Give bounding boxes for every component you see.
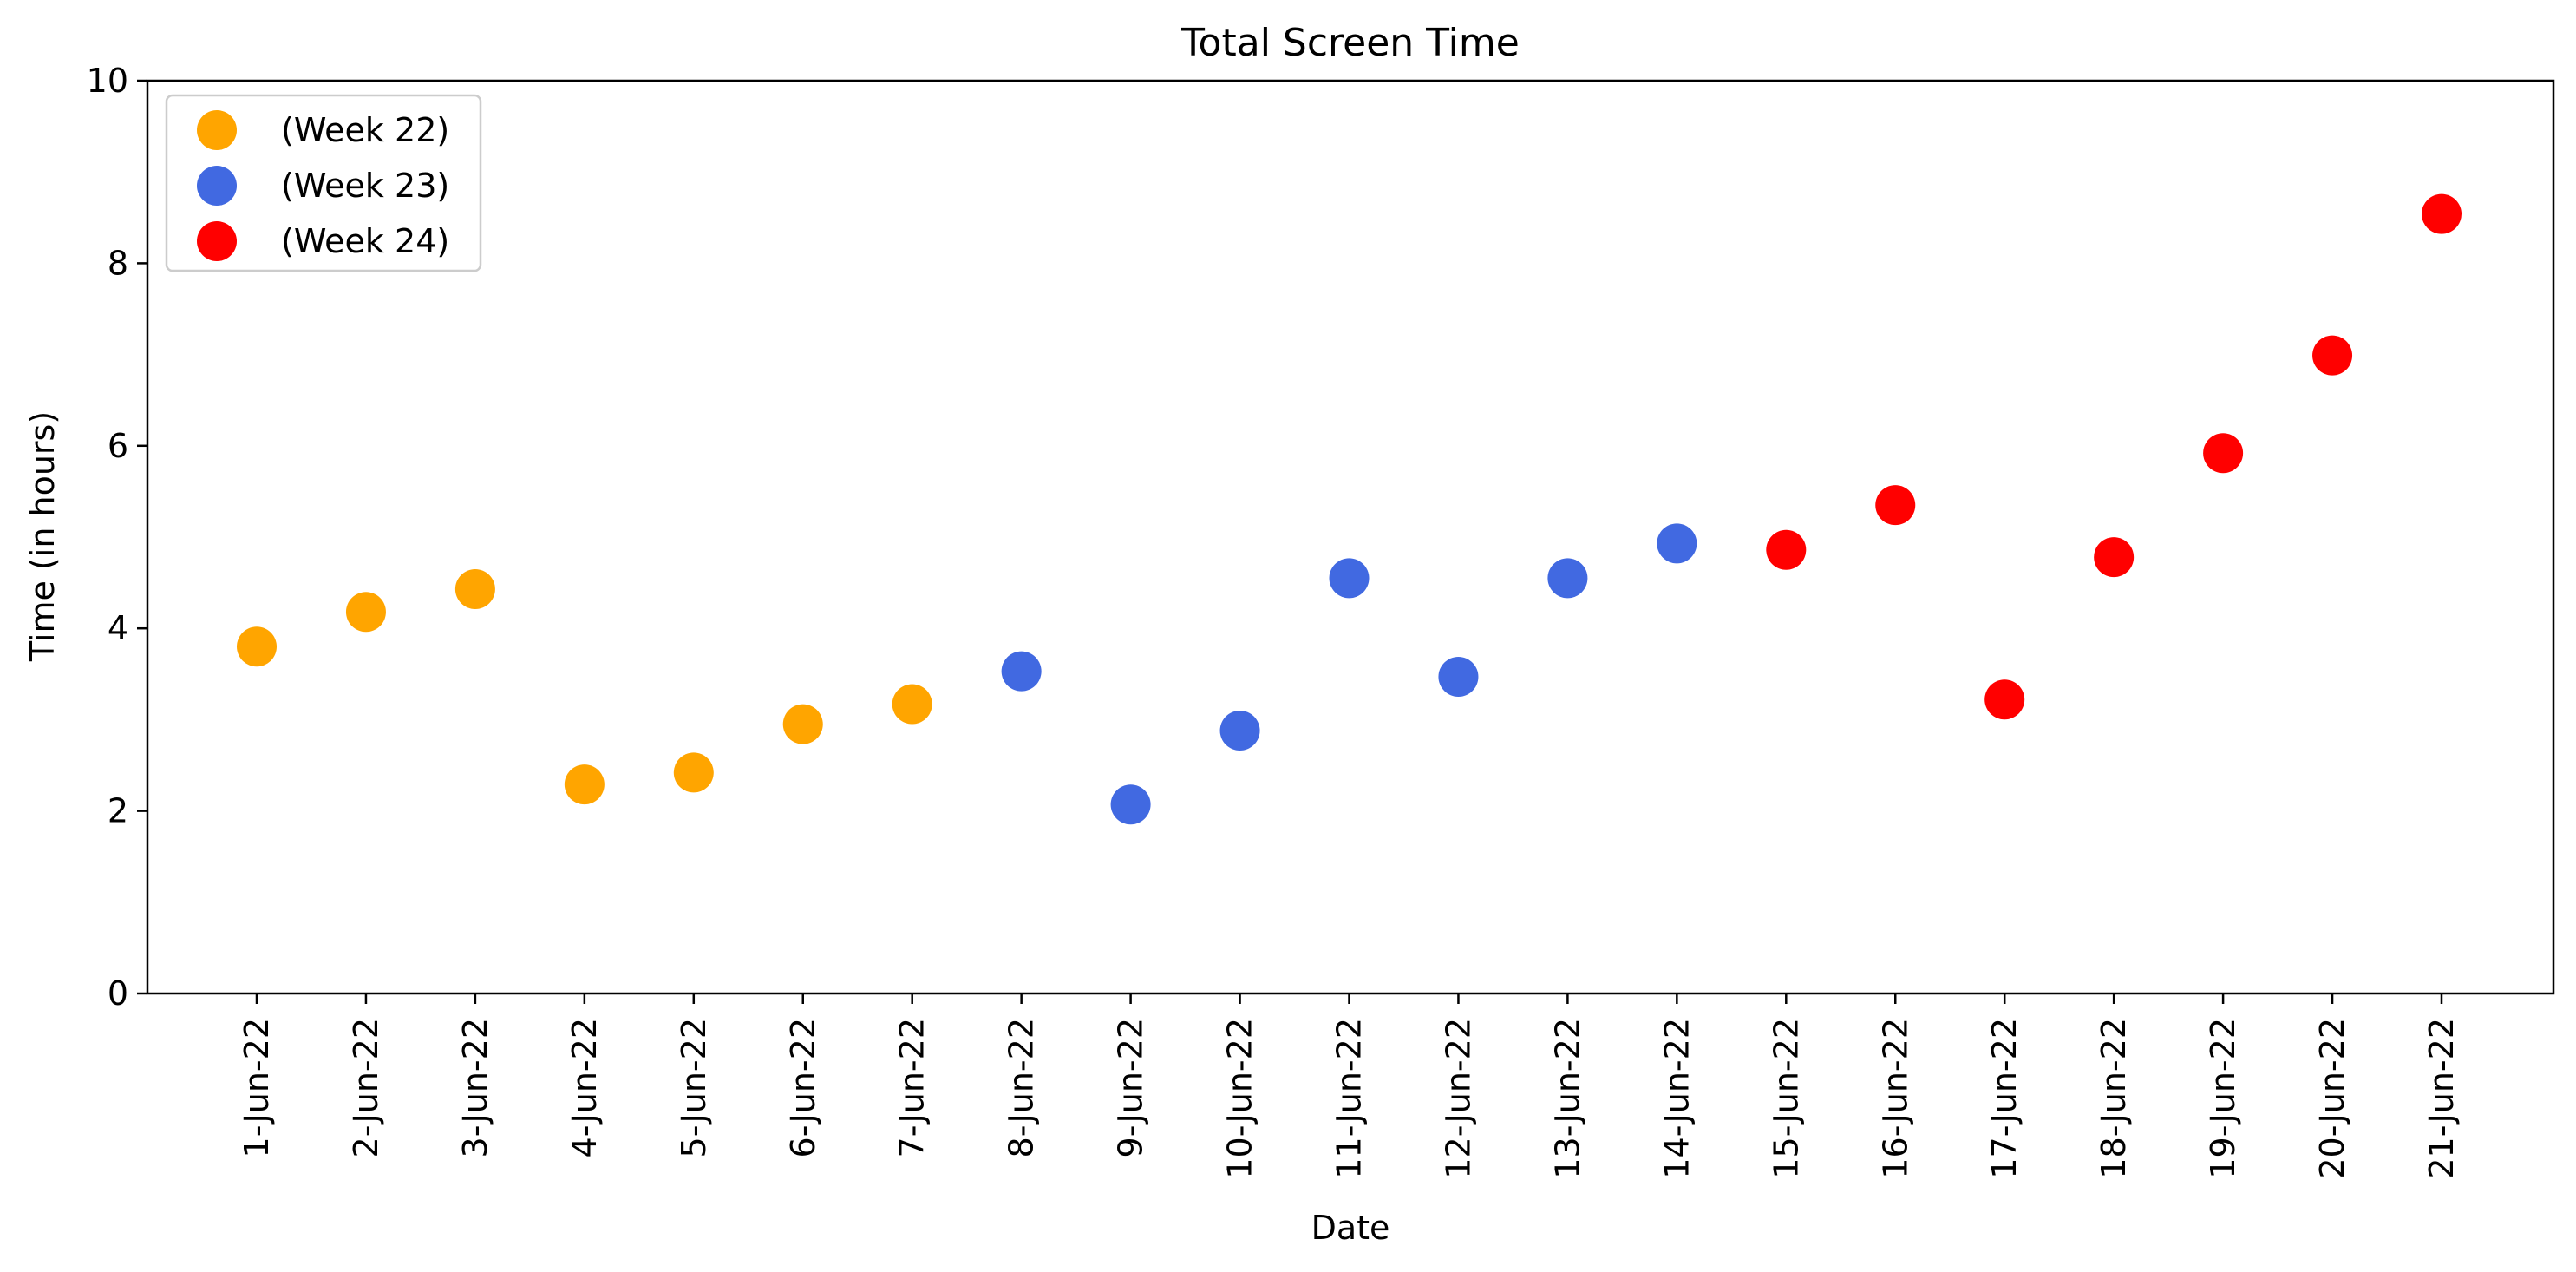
- data-point: [782, 704, 823, 744]
- data-point: [1657, 523, 1697, 564]
- data-point: [1875, 485, 1916, 526]
- x-tick-label: 9-Jun-22: [1112, 1018, 1150, 1157]
- data-point: [1110, 784, 1151, 825]
- x-tick-label: 5-Jun-22: [675, 1018, 713, 1157]
- data-point: [1001, 651, 1042, 692]
- x-tick-label: 15-Jun-22: [1767, 1018, 1805, 1179]
- data-point: [2094, 537, 2135, 578]
- legend: (Week 22) (Week 23) (Week 24): [165, 94, 482, 272]
- plot-frame: [146, 79, 2555, 995]
- y-tick-label: 8: [108, 244, 128, 282]
- data-point: [1329, 558, 1370, 599]
- x-tick-label: 12-Jun-22: [1439, 1018, 1477, 1179]
- data-point: [454, 568, 495, 609]
- x-tick-label: 11-Jun-22: [1330, 1018, 1369, 1179]
- data-point: [1766, 529, 1807, 570]
- legend-box: [165, 94, 482, 272]
- chart-title: Total Screen Time: [1180, 21, 1520, 65]
- y-tick-label: 4: [108, 609, 128, 647]
- x-tick-label: 7-Jun-22: [893, 1018, 932, 1157]
- data-point: [1438, 656, 1479, 697]
- x-tick-label: 17-Jun-22: [1985, 1018, 2024, 1179]
- legend-label: (Week 24): [281, 222, 449, 260]
- data-point: [892, 684, 932, 725]
- data-point: [1984, 679, 2025, 720]
- legend-marker: [197, 221, 237, 261]
- x-tick-label: 10-Jun-22: [1221, 1018, 1259, 1179]
- x-tick-label: 1-Jun-22: [238, 1018, 276, 1157]
- x-tick-label: 6-Jun-22: [784, 1018, 822, 1157]
- x-tick-label: 14-Jun-22: [1657, 1018, 1696, 1179]
- legend-label: (Week 23): [281, 167, 449, 205]
- x-tick-label: 4-Jun-22: [566, 1018, 604, 1157]
- y-tick-label: 10: [87, 62, 128, 100]
- data-point: [564, 764, 605, 805]
- data-point: [673, 752, 714, 793]
- legend-label: (Week 22): [281, 111, 449, 149]
- x-tick-label: 8-Jun-22: [1003, 1018, 1041, 1157]
- data-point: [1547, 558, 1588, 599]
- data-point: [345, 592, 386, 633]
- x-axis-label: Date: [1311, 1209, 1390, 1247]
- x-tick-label: 20-Jun-22: [2313, 1018, 2351, 1179]
- x-tick-label: 19-Jun-22: [2204, 1018, 2242, 1179]
- y-tick-label: 6: [108, 427, 128, 465]
- x-tick-label: 21-Jun-22: [2422, 1018, 2461, 1179]
- plot-area: 0 2 4 6 8 10 1-Jun-22 2-Jun-22 3-Jun-22 4-Jun-22 5…: [87, 62, 2462, 1179]
- x-tick-label: 2-Jun-22: [347, 1018, 385, 1157]
- y-tick-label: 2: [108, 792, 128, 830]
- y-axis-label: Time (in hours): [23, 411, 62, 662]
- x-tick-label: 3-Jun-22: [456, 1018, 494, 1157]
- data-point: [2422, 193, 2462, 234]
- x-tick-label: 13-Jun-22: [1548, 1018, 1586, 1179]
- data-point: [1219, 711, 1260, 751]
- legend-marker: [197, 166, 237, 206]
- legend-marker: [197, 110, 237, 150]
- data-point: [2203, 433, 2244, 474]
- x-tick-label: 16-Jun-22: [1876, 1018, 1914, 1179]
- y-tick-label: 0: [108, 974, 128, 1013]
- data-point: [237, 626, 277, 667]
- x-tick-label: 18-Jun-22: [2095, 1018, 2133, 1179]
- data-point: [2312, 335, 2353, 376]
